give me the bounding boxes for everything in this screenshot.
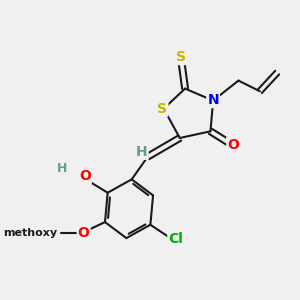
Text: N: N (207, 93, 219, 107)
Text: H: H (136, 145, 148, 159)
Text: Cl: Cl (168, 232, 183, 246)
Text: O: O (79, 169, 91, 183)
Text: H: H (57, 162, 68, 175)
Text: S: S (176, 50, 186, 64)
Text: methoxy: methoxy (4, 228, 58, 238)
Text: O: O (227, 138, 239, 152)
Text: S: S (158, 102, 167, 116)
Text: O: O (78, 226, 90, 240)
